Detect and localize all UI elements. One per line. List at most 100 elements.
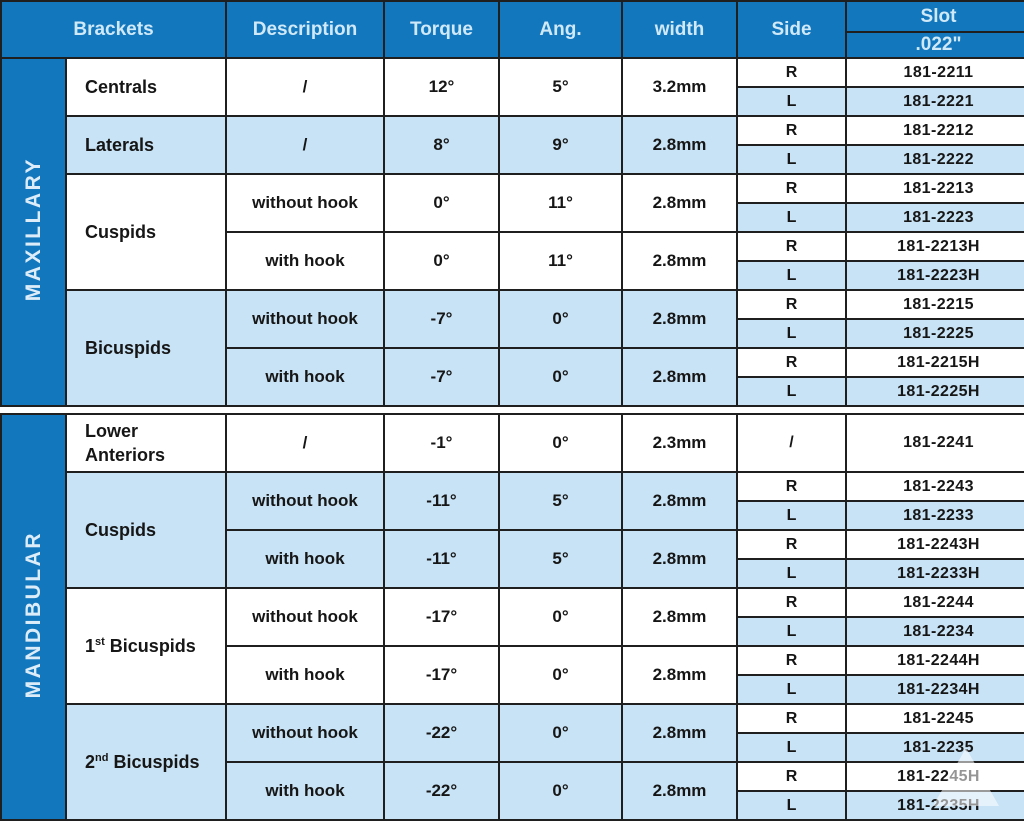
side-cell: L xyxy=(736,144,847,175)
table-row: L 181-2222 xyxy=(1,144,1024,175)
table-row: MANDIBULAR Lower Anteriors / -1° 0° 2.3mm/181-… xyxy=(0,413,1024,821)
angulation-cell: 0° xyxy=(498,645,623,705)
width-cell: 2.8mm xyxy=(621,115,738,175)
slot-number-cell: 181-2222 xyxy=(845,144,1024,175)
width-cell: 2.8mm xyxy=(621,587,738,647)
slot-number-cell: 181-2221 xyxy=(845,86,1024,117)
side-cell: L xyxy=(736,500,847,531)
side-cell: R xyxy=(736,115,847,146)
mandibular-body: MANDIBULAR Lower Anteriors / -1° 0° 2.3mm/181-… xyxy=(0,413,1024,821)
bracket-name-cell: Cuspids xyxy=(65,471,227,589)
table-row: MAXILLARY Centrals/12° 5° 3.2mm R 181-2211 xyxy=(0,57,1024,407)
description-cell: / xyxy=(225,413,385,473)
slot-number-cell: 181-2244 xyxy=(845,587,1024,618)
table-header: Brackets Description Torque Ang. width S… xyxy=(0,0,1024,59)
slot-number-cell: 181-2243 xyxy=(845,471,1024,502)
section-band: MANDIBULAR xyxy=(0,413,67,821)
header-side: Side xyxy=(736,0,847,59)
table-row: Cuspids without hook -11° 5° 2.8mm R 181-2243 xyxy=(1,471,1024,589)
side-cell: R xyxy=(736,587,847,618)
slot-number-cell: 181-2213 xyxy=(845,173,1024,204)
torque-cell: -11° xyxy=(383,529,500,589)
header-ang: Ang. xyxy=(498,0,623,59)
angulation-cell: 5° xyxy=(498,57,623,117)
header-slot-size: .022" xyxy=(845,31,1024,59)
side-cell: R xyxy=(736,289,847,320)
width-cell: 2.8mm xyxy=(621,471,738,531)
torque-cell: 0° xyxy=(383,173,500,233)
torque-cell: 12° xyxy=(383,57,500,117)
table-row: L 181-2223H xyxy=(1,260,1024,291)
angulation-cell: 0° xyxy=(498,761,623,821)
angulation-cell: 0° xyxy=(498,413,623,473)
slot-number-cell: 181-2243H xyxy=(845,529,1024,560)
table-row: 2nd Bicuspids without hook -22° 0° 2.8mm R 181… xyxy=(1,703,1024,821)
bracket-name-cell: 1st Bicuspids xyxy=(65,587,227,705)
table-row: L 181-2221 xyxy=(1,86,1024,117)
side-cell: L xyxy=(736,558,847,589)
angulation-cell: 5° xyxy=(498,529,623,589)
table-row: Bicuspids without hook -7° 0° 2.8mm R 181-2215 xyxy=(1,289,1024,407)
mandibular-table: MANDIBULAR Lower Anteriors / -1° 0° 2.3mm/181-… xyxy=(0,413,1024,821)
description-cell: without hook xyxy=(225,703,385,763)
table-row: L 181-2233H xyxy=(1,558,1024,589)
side-cell: R xyxy=(736,231,847,262)
bracket-name-cell: Laterals xyxy=(65,115,227,175)
torque-cell: 0° xyxy=(383,231,500,291)
side-cell: L xyxy=(736,674,847,705)
table-row: L 181-2225 xyxy=(1,318,1024,349)
angulation-cell: 0° xyxy=(498,587,623,647)
description-cell: with hook xyxy=(225,347,385,407)
side-cell: R xyxy=(736,57,847,88)
side-cell: R xyxy=(736,529,847,560)
slot-number-cell: 181-2225H xyxy=(845,376,1024,407)
torque-cell: -7° xyxy=(383,289,500,349)
width-cell: 2.3mm xyxy=(621,413,738,473)
slot-number-cell: 181-2215 xyxy=(845,289,1024,320)
header-slot: Slot xyxy=(845,0,1024,33)
slot-number-cell: 181-2213H xyxy=(845,231,1024,262)
width-cell: 2.8mm xyxy=(621,289,738,349)
description-cell: with hook xyxy=(225,645,385,705)
table-row: with hook 0° 11° 2.8mm R 181-2213H xyxy=(1,231,1024,291)
slot-number-cell: 181-2225 xyxy=(845,318,1024,349)
side-cell: L xyxy=(736,318,847,349)
description-cell: with hook xyxy=(225,529,385,589)
description-cell: without hook xyxy=(225,471,385,531)
side-cell: L xyxy=(736,732,847,763)
width-cell: 3.2mm xyxy=(621,57,738,117)
torque-cell: -17° xyxy=(383,587,500,647)
slot-number-cell: 181-2211 xyxy=(845,57,1024,88)
torque-cell: -22° xyxy=(383,703,500,763)
width-cell: 2.8mm xyxy=(621,231,738,291)
slot-number-cell: 181-2245H xyxy=(845,761,1024,792)
slot-number-cell: 181-2234 xyxy=(845,616,1024,647)
bracket-name-cell: Centrals xyxy=(65,57,227,117)
torque-cell: -11° xyxy=(383,471,500,531)
slot-number-cell: 181-2212 xyxy=(845,115,1024,146)
description-cell: with hook xyxy=(225,231,385,291)
side-cell: R xyxy=(736,173,847,204)
table-row: with hook -7° 0° 2.8mm R 181-2215H xyxy=(1,347,1024,407)
table-row: 1st Bicuspids without hook -17° 0° 2.8mm R 181… xyxy=(1,587,1024,705)
angulation-cell: 0° xyxy=(498,703,623,763)
section-label: MANDIBULAR xyxy=(22,530,45,699)
side-cell: R xyxy=(736,347,847,378)
side-cell: L xyxy=(736,202,847,233)
width-cell: 2.8mm xyxy=(621,703,738,763)
table-row: L 181-2234H xyxy=(1,674,1024,705)
description-cell: with hook xyxy=(225,761,385,821)
angulation-cell: 11° xyxy=(498,173,623,233)
side-cell: L xyxy=(736,260,847,291)
bracket-name-cell: Lower Anteriors xyxy=(65,413,227,473)
section-band: MAXILLARY xyxy=(0,57,67,407)
table-row: L 181-2234 xyxy=(1,616,1024,647)
table-row: L 181-2225H xyxy=(1,376,1024,407)
slot-number-cell: 181-2233 xyxy=(845,500,1024,531)
slot-number-cell: 181-2215H xyxy=(845,347,1024,378)
width-cell: 2.8mm xyxy=(621,347,738,407)
slot-number-cell: 181-2233H xyxy=(845,558,1024,589)
description-cell: without hook xyxy=(225,289,385,349)
header-brackets: Brackets xyxy=(0,0,227,59)
